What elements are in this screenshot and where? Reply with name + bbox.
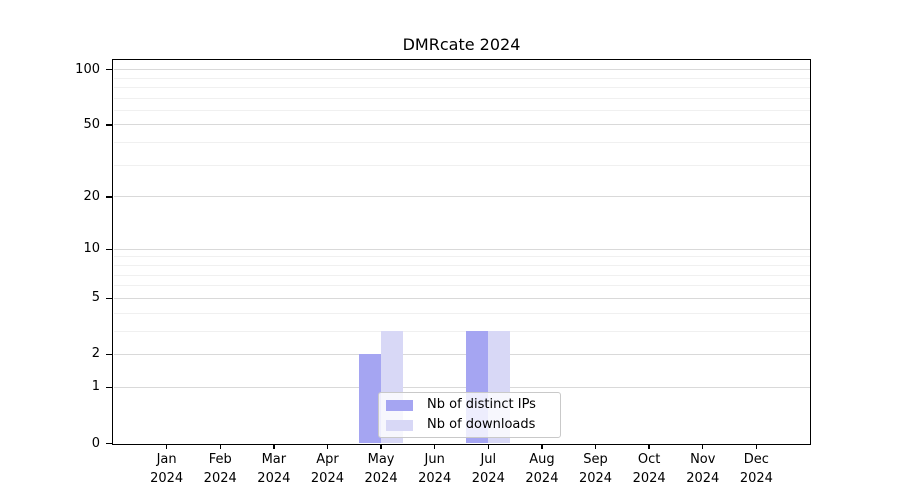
y-tick-label-2: 2 [91, 346, 100, 362]
gridline-major-100 [114, 69, 810, 71]
x-tick-Mar [273, 444, 275, 449]
x-tick-Jun [433, 444, 436, 449]
x-tick-year-May: 2024 [364, 471, 398, 486]
x-tick-year-Mar: 2024 [257, 471, 291, 486]
legend: Nb of distinct IPs Nb of downloads [378, 392, 561, 438]
gridline-minor-30 [114, 164, 810, 166]
gridline-minor-7 [114, 274, 810, 276]
y-tick-0 [106, 442, 112, 445]
x-tick-Jan [165, 444, 168, 449]
gridline-minor-6 [114, 285, 810, 287]
x-tick-label-Feb: Feb 2024 [190, 450, 250, 488]
downloads-swatch [386, 419, 413, 431]
gridline-minor-80 [114, 86, 810, 88]
x-tick-year-Nov: 2024 [686, 471, 720, 486]
y-tick-2 [106, 353, 112, 356]
y-tick-label-100: 100 [75, 61, 100, 77]
gridline-minor-90 [114, 77, 810, 79]
x-tick-label-Jul: Jul 2024 [458, 450, 518, 488]
x-tick-Jul [487, 444, 489, 449]
x-tick-label-Oct: Oct 2024 [619, 450, 679, 488]
x-tick-label-Jun: Jun 2024 [405, 450, 465, 488]
x-tick-label-Apr: Apr 2024 [297, 450, 357, 488]
bar-distinct-ips-May [359, 354, 382, 444]
gridline-minor-70 [114, 97, 810, 99]
x-tick-year-Aug: 2024 [525, 471, 559, 486]
gridline-minor-4 [114, 312, 810, 314]
x-tick-label-Nov: Nov 2024 [673, 450, 733, 488]
y-tick-label-10: 10 [83, 241, 100, 257]
x-tick-Sep [594, 444, 597, 449]
y-tick-label-50: 50 [83, 116, 100, 132]
x-tick-label-Jan: Jan 2024 [137, 450, 197, 488]
x-tick-Nov [702, 444, 704, 449]
x-tick-May [380, 444, 382, 449]
gridline-minor-8 [114, 264, 810, 266]
y-tick-label-20: 20 [83, 188, 100, 204]
x-tick-Apr [326, 444, 329, 449]
x-tick-year-Dec: 2024 [739, 471, 773, 486]
x-tick-Oct [648, 444, 650, 449]
x-tick-year-Jul: 2024 [471, 471, 505, 486]
x-tick-Dec [755, 444, 758, 449]
y-tick-20 [106, 196, 112, 198]
legend-label-downloads: Nb of downloads [427, 417, 536, 432]
gridline-minor-9 [114, 256, 810, 258]
chart-title: DMRcate 2024 [402, 35, 521, 54]
y-tick-100 [106, 68, 112, 71]
gridline-minor-40 [114, 142, 810, 144]
legend-item-distinct-ips: Nb of distinct IPs [386, 397, 560, 414]
x-tick-year-Jan: 2024 [150, 471, 184, 486]
x-tick-year-Jun: 2024 [418, 471, 452, 486]
x-tick-label-Dec: Dec 2024 [726, 450, 786, 488]
gridline-major-1 [114, 386, 810, 388]
distinct-ips-swatch [386, 399, 413, 411]
x-tick-label-May: May 2024 [351, 450, 411, 488]
gridline-major-20 [114, 196, 810, 198]
gridline-major-10 [114, 248, 810, 250]
y-tick-label-0: 0 [91, 435, 100, 451]
x-tick-Aug [541, 444, 543, 449]
x-tick-label-Aug: Aug 2024 [512, 450, 572, 488]
x-tick-year-Oct: 2024 [632, 471, 666, 486]
gridline-major-50 [114, 124, 810, 126]
x-tick-Feb [219, 444, 221, 449]
gridline-major-5 [114, 297, 810, 299]
x-tick-year-Sep: 2024 [578, 471, 613, 486]
y-tick-10 [106, 248, 112, 250]
x-tick-year-Apr: 2024 [310, 471, 344, 486]
x-tick-year-Feb: 2024 [203, 471, 237, 486]
gridline-minor-3 [114, 330, 810, 332]
y-tick-5 [106, 297, 112, 300]
y-tick-label-5: 5 [91, 290, 100, 306]
x-tick-label-Mar: Mar 2024 [244, 450, 304, 488]
legend-label-distinct-ips: Nb of distinct IPs [427, 397, 536, 412]
gridline-minor-60 [114, 109, 810, 111]
x-tick-label-Sep: Sep 2024 [566, 450, 626, 488]
legend-item-downloads: Nb of downloads [386, 417, 560, 434]
y-tick-1 [106, 386, 112, 389]
y-tick-50 [106, 124, 112, 126]
gridline-major-2 [114, 353, 810, 355]
y-tick-label-1: 1 [91, 379, 100, 395]
